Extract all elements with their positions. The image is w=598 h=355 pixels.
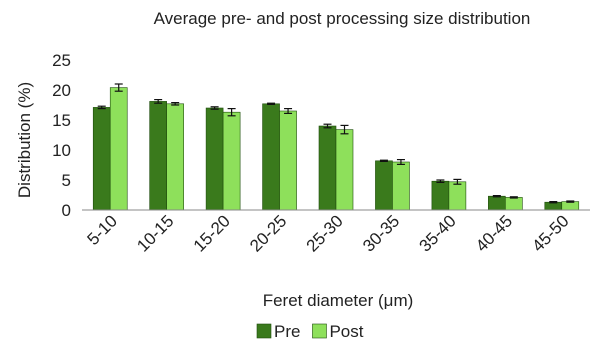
y-tick-label: 15 — [52, 111, 71, 130]
legend-label-post: Post — [329, 322, 363, 341]
x-tick-labels: 5-10 10-15 15-20 20-25 25-30 30-35 35-40 40-45 4… — [84, 211, 573, 255]
bar-post-35-40 — [448, 181, 467, 211]
x-tick-label: 15-20 — [190, 211, 234, 255]
y-axis-ticks: 0 5 10 15 20 25 — [52, 51, 71, 220]
bar-post-15-20 — [222, 111, 241, 211]
x-tick-label: 30-35 — [359, 211, 403, 255]
y-tick-label: 10 — [52, 141, 71, 160]
bar-pre-20-25 — [262, 103, 280, 211]
bar-pre-40-45 — [488, 195, 506, 211]
bar-pre-25-30 — [318, 125, 337, 211]
legend-label-pre: Pre — [274, 322, 300, 341]
y-tick-label: 5 — [62, 171, 71, 190]
bar-post-10-15 — [166, 103, 184, 211]
bar-post-5-10 — [109, 87, 128, 211]
y-tick-label: 0 — [62, 201, 71, 220]
x-tick-label: 40-45 — [472, 211, 516, 255]
x-axis-label: Feret diameter (μm) — [263, 291, 414, 310]
x-tick-label: 20-25 — [246, 211, 290, 255]
bar-pre-15-20 — [205, 107, 224, 211]
bar-pre-10-15 — [149, 101, 167, 211]
bar-post-25-30 — [335, 129, 354, 211]
bar-post-30-35 — [392, 161, 410, 211]
bar-pre-30-35 — [375, 160, 393, 211]
x-tick-label: 35-40 — [416, 211, 460, 255]
y-tick-label: 20 — [52, 81, 71, 100]
legend: Pre Post — [256, 322, 364, 341]
x-tick-label: 5-10 — [84, 211, 121, 248]
legend-swatch-pre — [256, 323, 272, 339]
bar-post-45-50 — [561, 201, 580, 211]
x-tick-label: 10-15 — [133, 211, 177, 255]
x-tick-label: 45-50 — [528, 211, 572, 255]
bar-post-20-25 — [279, 110, 297, 211]
y-axis-label: Distribution (%) — [15, 82, 34, 198]
bar-pre-35-40 — [431, 180, 450, 211]
plot-area — [82, 83, 590, 211]
chart-title: Average pre- and post processing size di… — [154, 9, 531, 28]
x-tick-label: 25-30 — [303, 211, 347, 255]
y-tick-label: 25 — [52, 51, 71, 70]
legend-swatch-post — [312, 323, 327, 339]
bar-pre-5-10 — [92, 107, 111, 211]
bar-post-40-45 — [505, 197, 523, 211]
